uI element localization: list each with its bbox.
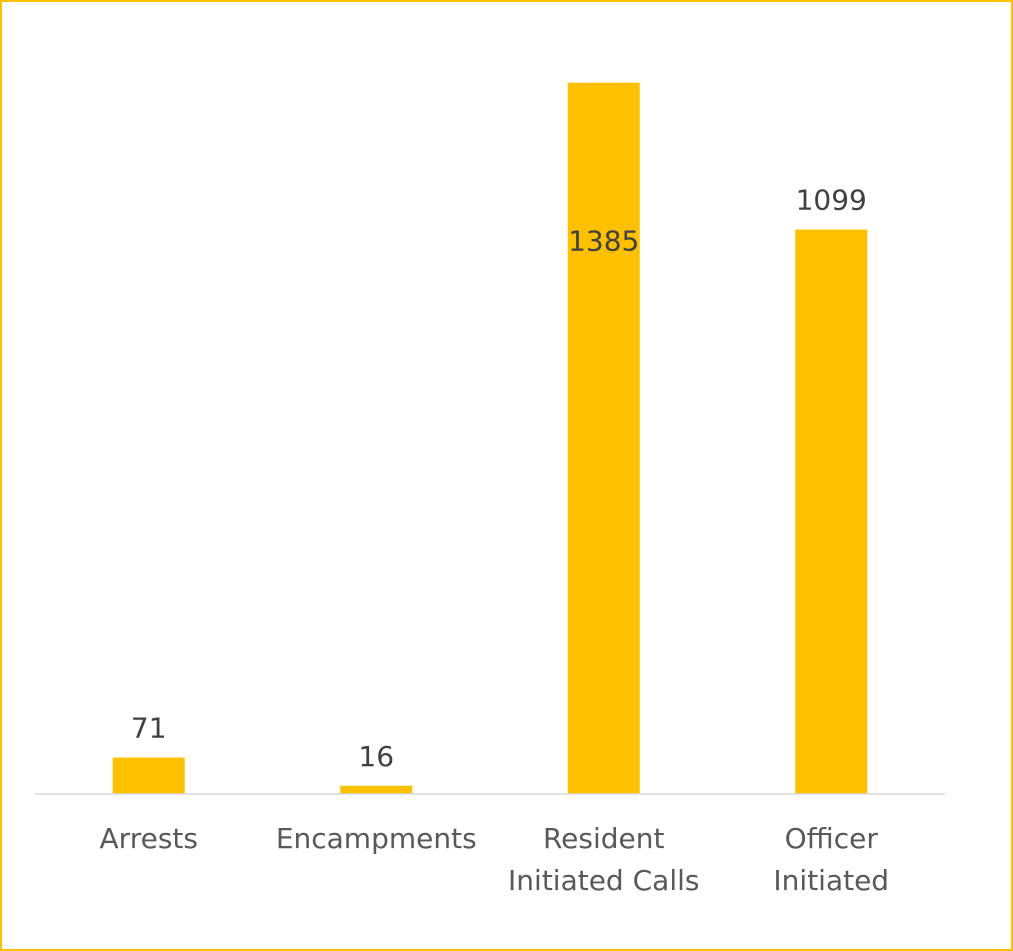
bars-layer	[112, 82, 868, 795]
value-labels-layer: 71 16 1385 1099	[131, 184, 867, 773]
data-label: 1099	[796, 184, 867, 217]
data-label: 71	[131, 712, 167, 745]
category-label-line: Arrests	[100, 822, 198, 855]
category-label: Encampments	[276, 822, 477, 855]
category-label-line: Officer	[785, 822, 879, 855]
category-label: Arrests	[100, 822, 198, 855]
category-label: Resident Initiated Calls	[508, 822, 699, 897]
category-label-line: Initiated Calls	[508, 864, 699, 897]
data-label: 1385	[568, 225, 639, 258]
category-labels-layer: Arrests Encampments Resident Initiated Call…	[100, 822, 890, 897]
data-label: 16	[358, 740, 394, 773]
bar	[795, 229, 868, 794]
bar	[567, 82, 640, 795]
category-label-line: Encampments	[276, 822, 477, 855]
bar	[112, 757, 185, 794]
category-label-line: Initiated	[773, 864, 889, 897]
category-label: Officer Initiated	[773, 822, 889, 897]
bar	[340, 785, 413, 794]
category-label-line: Resident	[543, 822, 665, 855]
